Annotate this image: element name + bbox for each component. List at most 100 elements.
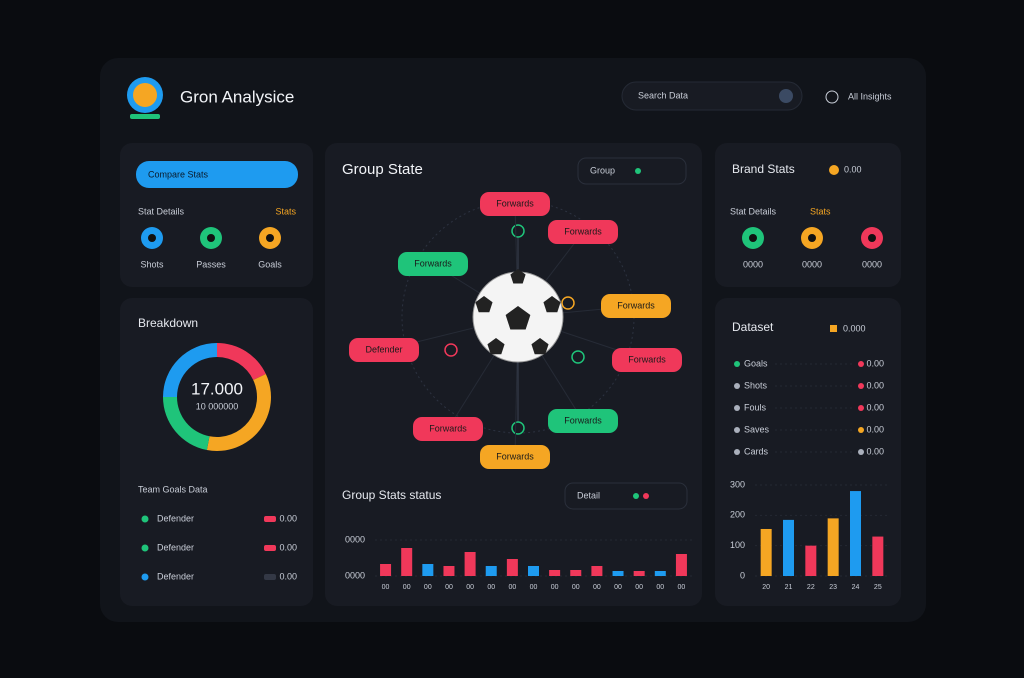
y-tick-label: 0000	[345, 534, 365, 544]
dot	[829, 165, 839, 175]
stat-icon-inner	[868, 234, 876, 242]
node-label[interactable]: Forwards	[628, 354, 666, 364]
bar	[570, 570, 582, 576]
user-text[interactable]: All Insights	[848, 91, 892, 101]
label: Stats	[810, 206, 831, 216]
node[interactable]	[413, 417, 483, 441]
panel-title: Group State	[342, 161, 423, 178]
node-label[interactable]: Forwards	[617, 300, 655, 310]
row-label: Shots	[744, 380, 768, 390]
node-label[interactable]: Forwards	[496, 198, 534, 208]
legend-swatch	[830, 325, 837, 332]
bar	[850, 491, 861, 576]
legend-value: 0.00	[279, 542, 297, 552]
donut-segment	[217, 343, 266, 380]
node[interactable]	[480, 192, 550, 216]
bar	[760, 528, 772, 576]
x-tick-label: 24	[852, 584, 860, 591]
label: Stat Details	[730, 206, 777, 216]
x-tick-label: 00	[593, 584, 601, 591]
row-label: Cards	[744, 446, 769, 456]
node[interactable]	[480, 445, 550, 469]
y-tick-label: 200	[730, 510, 745, 520]
y-tick-label: 0	[740, 570, 745, 580]
ball-patch	[543, 296, 561, 313]
bar	[485, 566, 497, 576]
x-tick-label: 00	[572, 584, 580, 591]
row-mark	[858, 405, 864, 411]
bar	[654, 571, 666, 576]
row-mark	[858, 427, 864, 433]
bar	[422, 564, 434, 576]
node-label[interactable]: Forwards	[564, 226, 602, 236]
ball-patch	[475, 296, 493, 313]
y-tick-label: 0000	[345, 570, 365, 580]
legend-label: Defender	[157, 513, 194, 523]
legend-text: 0.000	[843, 323, 866, 333]
label: Stats	[275, 206, 296, 216]
stat-icon-inner	[266, 234, 274, 242]
ball-patch	[505, 306, 531, 330]
row-dot	[734, 361, 740, 367]
bar	[633, 571, 645, 576]
node-joint	[511, 224, 525, 238]
node-joint	[561, 296, 575, 310]
x-tick-label: 00	[445, 584, 453, 591]
filter[interactable]	[577, 157, 687, 185]
x-tick-label: 23	[829, 584, 837, 591]
button-text[interactable]: Compare Stats	[148, 169, 209, 179]
node[interactable]	[612, 348, 682, 372]
panel-title: Breakdown	[138, 316, 198, 330]
legend-dot	[141, 544, 149, 552]
filter-text[interactable]: Group	[590, 165, 615, 175]
button[interactable]	[136, 161, 298, 188]
x-tick-label: 00	[508, 584, 516, 591]
filter-text[interactable]: Detail	[577, 490, 600, 500]
node[interactable]	[398, 252, 468, 276]
donut-value: 17.000	[191, 379, 243, 398]
dot	[635, 168, 641, 174]
legend-bar	[264, 516, 276, 522]
badge: 0.00	[844, 164, 862, 174]
donut-segment	[163, 343, 217, 397]
node[interactable]	[548, 409, 618, 433]
bar	[506, 559, 518, 576]
logo	[130, 114, 160, 119]
search-text: Search Data	[638, 90, 688, 100]
node-label[interactable]: Forwards	[496, 451, 534, 461]
node-label[interactable]: Forwards	[429, 423, 467, 433]
node-joint	[444, 343, 458, 357]
node-label[interactable]: Forwards	[414, 258, 452, 268]
bar	[528, 566, 539, 576]
x-tick-label: 00	[614, 584, 622, 591]
label: Stat Details	[138, 206, 185, 216]
search-box[interactable]	[621, 81, 803, 111]
bar	[805, 545, 817, 576]
x-tick-label: 21	[785, 584, 793, 591]
legend-label: Defender	[157, 542, 194, 552]
user-icon[interactable]	[825, 90, 839, 104]
bar	[401, 548, 413, 576]
row-value: 0.00	[866, 446, 884, 456]
y-tick-label: 100	[730, 540, 745, 550]
app-title: Gron Analysice	[180, 87, 294, 106]
node[interactable]	[349, 338, 419, 362]
node[interactable]	[601, 294, 671, 318]
x-tick-label: 00	[424, 584, 432, 591]
ball-patch	[531, 338, 549, 355]
x-tick-label: 00	[403, 584, 411, 591]
search-icon[interactable]	[779, 89, 793, 103]
row-value: 0.00	[866, 358, 884, 368]
filter[interactable]	[564, 482, 688, 510]
node[interactable]	[548, 220, 618, 244]
row-value: 0.00	[866, 424, 884, 434]
node-joint	[511, 421, 525, 435]
stat-label: Shots	[140, 259, 164, 269]
legend-value: 0.00	[279, 513, 297, 523]
node-label[interactable]: Defender	[365, 344, 402, 354]
node-label[interactable]: Forwards	[564, 415, 602, 425]
row-dot	[734, 405, 740, 411]
x-tick-label: 00	[530, 584, 538, 591]
